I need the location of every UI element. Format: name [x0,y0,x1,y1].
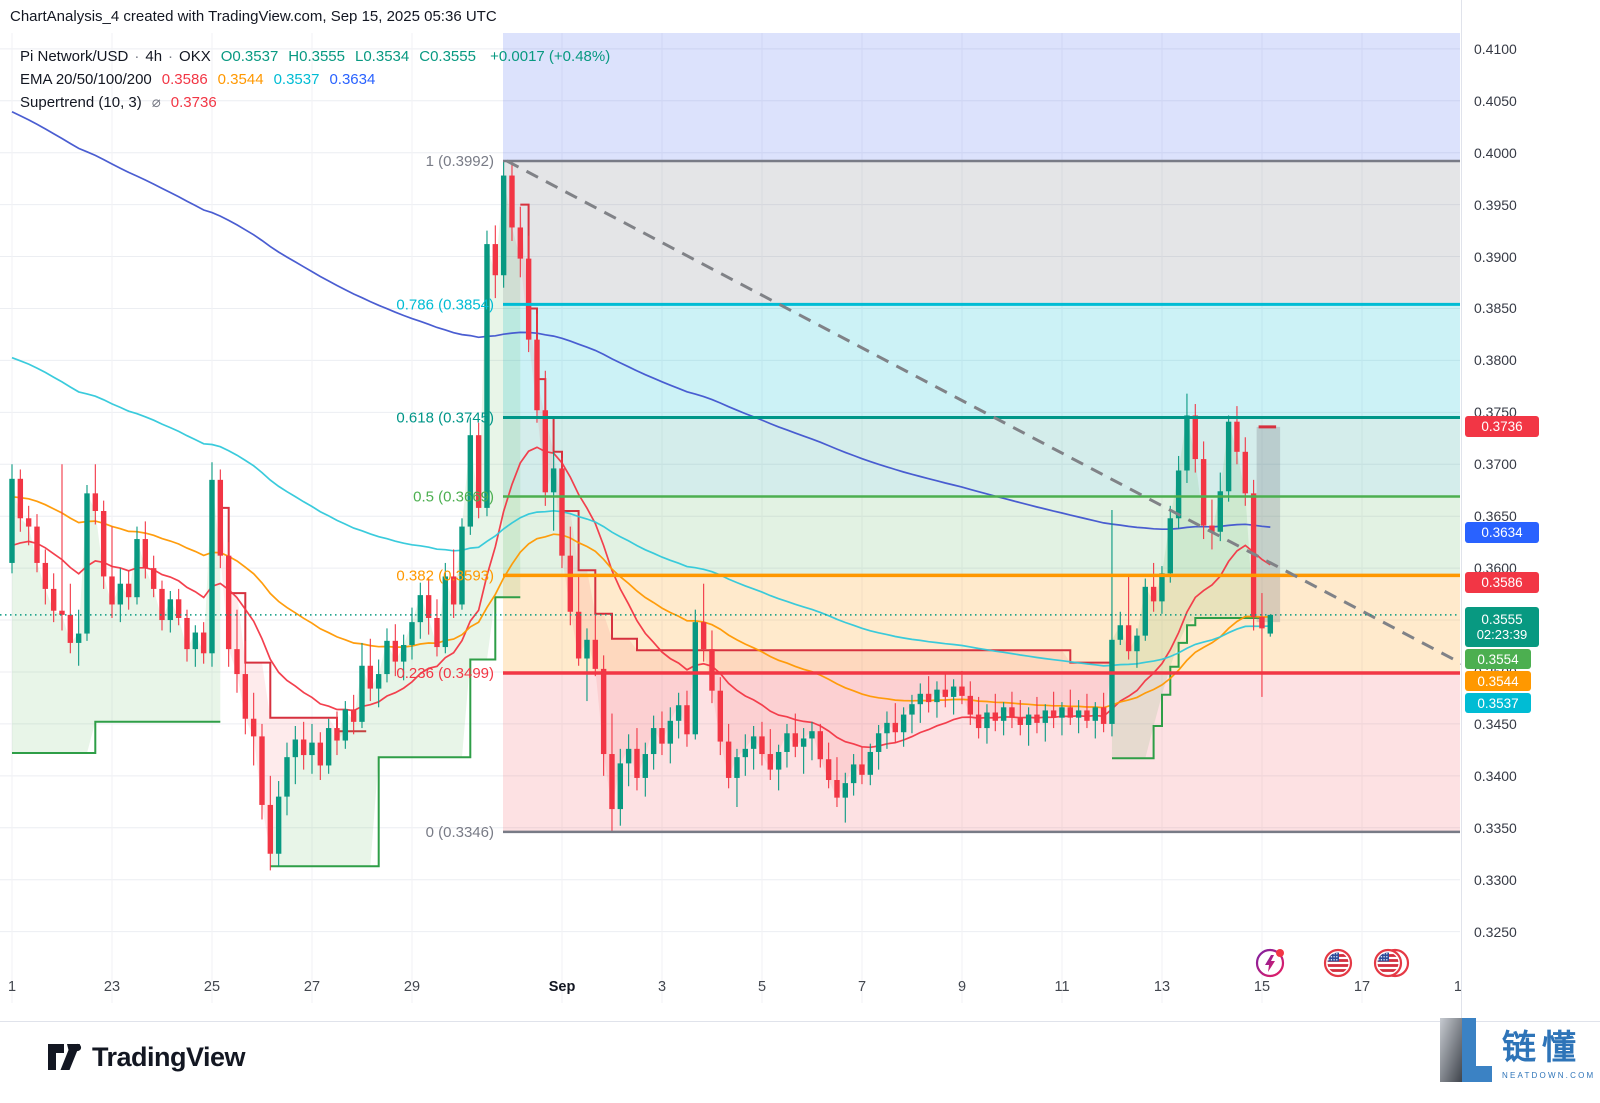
tradingview-logo-icon [48,1043,82,1070]
price-badge-ema20: 0.3586 [1465,572,1539,594]
time-tick-9: 9 [958,979,966,995]
time-tick-11: 11 [1054,979,1069,995]
fib-label: 0.618 (0.3745) [396,410,494,427]
chart-legend: Pi Network/USD · 4h · OKX O0.3537 H0.3555 L0.35… [20,46,610,115]
chart-header-title: ChartAnalysis_4 created with TradingView… [10,8,497,25]
tradingview-logo[interactable]: TradingView [46,1040,246,1074]
time-tick-27: 27 [304,979,320,995]
footer-divider [0,1021,1600,1022]
price-chart-canvas[interactable]: 1 (0.3992) 0.786 (0.3854) 0.618 (0.3745) 0.… [0,0,1461,1021]
time-tick-7: 7 [858,979,866,995]
ema-label: EMA 20/50/100/200 [20,71,152,88]
price-axis[interactable]: 0.4100 0.4050 0.4000 0.3950 0.3900 0.3850 0.38… [1461,0,1600,1021]
time-axis[interactable]: 1 23 25 27 29 Sep 3 5 7 9 11 13 15 17 19 [8,979,1461,995]
price-tick-0.4100: 0.4100 [1474,40,1517,57]
supertrend-symbol: ⌀ [151,94,161,111]
ema-value-20: 0.3586 [161,71,208,88]
fib-label: 1 (0.3992) [426,153,494,170]
neatdown-domain: NEATDOWN.COM [1502,1071,1596,1080]
ema-value-200: 0.3634 [329,71,376,88]
fib-label: 0 (0.3346) [426,824,494,841]
tradingview-wordmark: TradingView [92,1041,246,1072]
ema-values: 0.3586 0.3544 0.3537 0.3634 [162,71,386,88]
us-flag-double-event-icon[interactable] [1373,948,1410,978]
symbol-name: Pi Network/USD [20,48,129,65]
price-badge-ema50: 0.3544 [1465,671,1531,691]
price-tick-0.3250: 0.3250 [1474,923,1517,940]
fib-retracement-lines[interactable]: 1 (0.3992) 0.786 (0.3854) 0.618 (0.3745) 0.… [396,153,1460,841]
ohlc-o: O0.3537 [220,48,279,65]
price-tick-0.3650: 0.3650 [1474,508,1517,525]
time-tick-Sep: Sep [549,979,576,995]
time-tick-5: 5 [758,979,766,995]
fib-label: 0.236 (0.3499) [396,665,494,682]
price-tick-0.3850: 0.3850 [1474,300,1517,317]
grid-lines [0,33,1460,1003]
neatdown-logo-icon [1440,1018,1492,1082]
price-tick-0.4000: 0.4000 [1474,144,1517,161]
supertrend-legend-row[interactable]: Supertrend (10, 3) ⌀ 0.3736 [20,92,610,114]
time-tick-19: 19 [1454,979,1461,995]
time-tick-1: 1 [8,979,16,995]
ohlc-values: O0.3537 H0.3555 L0.3534 C0.3555 [221,48,486,65]
price-badge-price-line: 0.3554 [1465,649,1531,669]
price-badge-ema100: 0.3537 [1465,693,1531,713]
event-markers[interactable] [1255,948,1410,978]
supertrend-label: Supertrend (10, 3) [20,94,142,111]
ema-200-line [11,110,1271,531]
fib-label: 0.5 (0.3669) [413,488,494,505]
us-flag-event-icon[interactable] [1323,948,1353,978]
price-tick-0.3450: 0.3450 [1474,715,1517,732]
price-tick-0.3900: 0.3900 [1474,248,1517,265]
price-tick-0.4050: 0.4050 [1474,92,1517,109]
ohlc-l: L0.3534 [355,48,410,65]
time-tick-29: 29 [404,979,420,995]
ohlc-h: H0.3555 [288,48,345,65]
neatdown-logo: 链懂 NEATDOWN.COM [1432,1014,1595,1086]
price-tick-0.3750: 0.3750 [1474,404,1517,421]
time-tick-3: 3 [658,979,666,995]
interval-label: 4h [145,48,163,65]
time-tick-23: 23 [104,979,120,995]
candlesticks [9,161,1273,871]
fib-label: 0.382 (0.3593) [396,567,494,584]
ema-value-100: 0.3537 [273,71,320,88]
time-tick-15: 15 [1254,979,1270,995]
ema-100-line [11,356,1271,667]
price-tick-0.3350: 0.3350 [1474,819,1517,836]
time-tick-13: 13 [1154,979,1170,995]
change-value: +0.0017 (+0.48%) [490,48,611,65]
fib-label: 0.786 (0.3854) [396,296,494,313]
price-tick-0.3400: 0.3400 [1474,767,1517,784]
ohlc-c: C0.3555 [419,48,476,65]
price-tick-0.3700: 0.3700 [1474,456,1517,473]
footer: TradingView 链懂 NEATDOWN.COM [0,1018,1600,1103]
ema-legend-row[interactable]: EMA 20/50/100/200 0.3586 0.3544 0.3537 0.363… [20,69,610,91]
crypto-event-icon[interactable] [1255,948,1285,978]
time-tick-25: 25 [204,979,220,995]
price-badge-supertrend: 0.3736 [1465,416,1539,438]
price-badge-last-price: 0.3555 02:23:39 [1465,607,1539,647]
price-tick-0.3300: 0.3300 [1474,871,1517,888]
ema-value-50: 0.3544 [217,71,264,88]
time-tick-17: 17 [1354,979,1370,995]
price-tick-0.3800: 0.3800 [1474,352,1517,369]
exchange-label: OKX [179,48,211,65]
price-tick-0.3600: 0.3600 [1474,560,1517,577]
price-tick-0.3950: 0.3950 [1474,196,1517,213]
fib-trendline[interactable] [506,159,1461,665]
price-badge-ema200: 0.3634 [1465,522,1539,544]
neatdown-wordmark: 链懂 [1502,1029,1582,1067]
supertrend-value: 0.3736 [170,94,217,111]
symbol-legend-row[interactable]: Pi Network/USD · 4h · OKX O0.3537 H0.3555 L0.35… [20,48,611,65]
